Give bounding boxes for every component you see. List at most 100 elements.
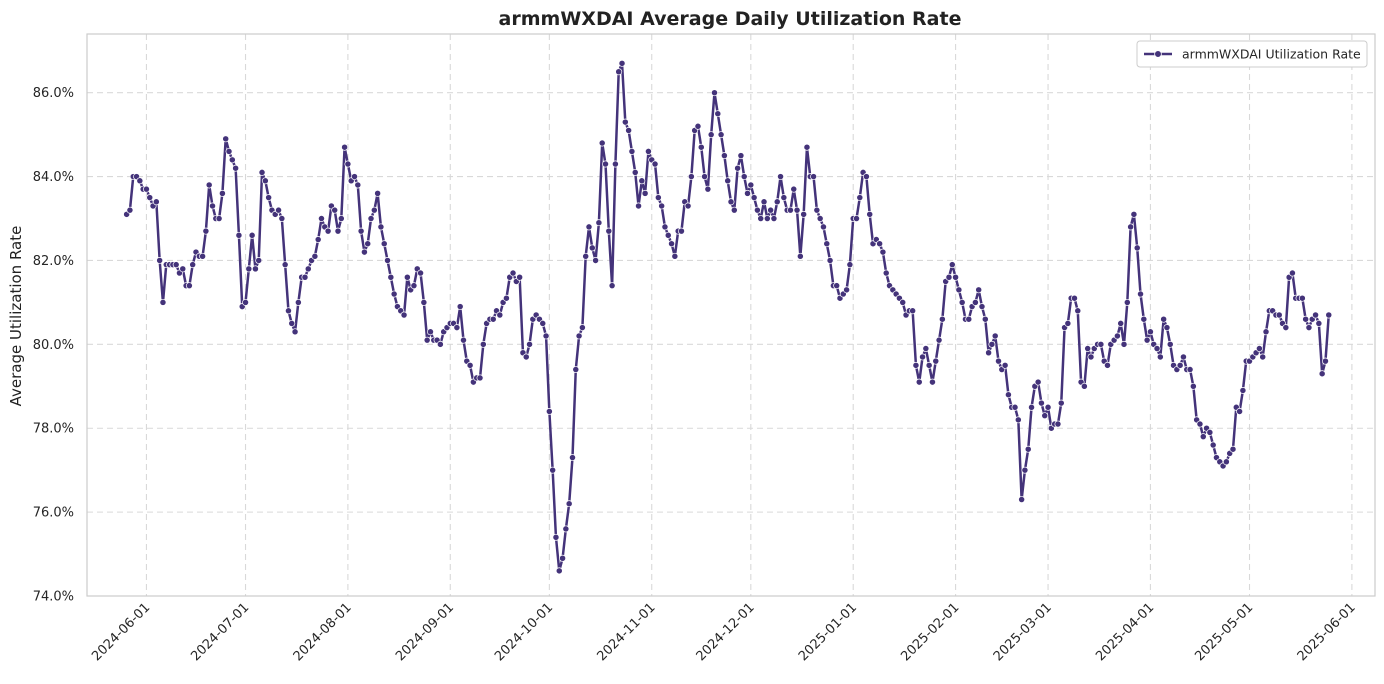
- data-point: [714, 110, 722, 118]
- data-point: [862, 173, 870, 181]
- data-point: [1318, 370, 1326, 378]
- data-point: [496, 311, 504, 319]
- data-point: [975, 286, 983, 294]
- data-point: [585, 223, 593, 231]
- data-point: [136, 177, 144, 185]
- data-point: [744, 189, 751, 197]
- data-point: [146, 194, 154, 202]
- data-point: [915, 378, 923, 386]
- data-point: [747, 181, 755, 189]
- data-point: [251, 265, 259, 273]
- data-point: [952, 273, 960, 281]
- y-tick-label: 74.0%: [33, 590, 74, 605]
- data-point: [734, 164, 742, 172]
- data-point: [592, 257, 600, 264]
- data-point: [1044, 403, 1052, 411]
- data-point: [1206, 428, 1214, 436]
- data-point: [1153, 345, 1161, 352]
- data-point: [1054, 420, 1062, 428]
- data-point: [304, 265, 312, 273]
- grid: [87, 34, 1375, 597]
- y-tick-label: 86.0%: [33, 86, 74, 101]
- data-point: [314, 236, 322, 243]
- y-axis-label: Average Utilization Rate: [7, 226, 25, 407]
- y-tick-label: 76.0%: [33, 506, 74, 521]
- data-point: [1014, 416, 1022, 424]
- data-point: [360, 248, 368, 256]
- data-point: [1120, 340, 1128, 348]
- data-point: [1199, 433, 1207, 441]
- data-point: [1140, 315, 1148, 323]
- data-point: [1186, 366, 1194, 373]
- y-axis-ticks: 74.0% 76.0% 78.0% 80.0% 82.0% 84.0% 86.0%: [33, 86, 74, 604]
- data-point: [555, 567, 563, 575]
- data-point: [694, 122, 702, 130]
- data-point: [1196, 420, 1204, 428]
- data-point: [235, 231, 243, 239]
- series-layer: [123, 59, 1333, 575]
- data-point: [588, 244, 596, 252]
- data-point: [410, 282, 418, 290]
- data-point: [938, 315, 946, 323]
- data-point: [853, 215, 860, 222]
- data-point: [816, 215, 824, 222]
- data-point: [618, 59, 626, 67]
- data-point: [337, 215, 345, 222]
- y-tick-label: 84.0%: [33, 170, 74, 185]
- data-point: [1018, 496, 1026, 503]
- data-point: [1160, 315, 1168, 323]
- data-point: [152, 198, 160, 206]
- data-point: [1104, 361, 1111, 369]
- data-point: [225, 147, 233, 155]
- data-point: [1074, 307, 1082, 315]
- data-point: [1097, 340, 1105, 348]
- data-point: [248, 231, 256, 239]
- data-point: [658, 202, 666, 210]
- data-point: [919, 353, 927, 361]
- data-point: [318, 215, 325, 222]
- data-point: [790, 185, 798, 193]
- data-point: [1080, 382, 1088, 390]
- data-point: [341, 143, 349, 151]
- data-point: [331, 206, 339, 214]
- data-point: [978, 303, 986, 311]
- data-point: [1143, 336, 1151, 344]
- data-point: [559, 554, 567, 562]
- data-point: [1222, 458, 1230, 466]
- data-point: [364, 240, 372, 248]
- data-point: [684, 202, 692, 210]
- data-point: [509, 269, 517, 277]
- data-point: [654, 194, 662, 202]
- data-point: [367, 215, 375, 222]
- data-point: [985, 349, 993, 357]
- data-point: [945, 273, 953, 281]
- data-point: [958, 298, 966, 306]
- data-point: [502, 294, 510, 302]
- data-point: [278, 215, 286, 222]
- data-point: [717, 131, 725, 139]
- data-point: [159, 298, 167, 306]
- data-point: [1315, 319, 1323, 327]
- data-point: [644, 147, 652, 155]
- data-point: [456, 303, 464, 311]
- data-point: [199, 252, 207, 260]
- data-point: [628, 147, 636, 155]
- data-point: [156, 257, 164, 264]
- data-point: [1004, 391, 1012, 399]
- data-point: [925, 361, 933, 369]
- data-point: [1275, 311, 1283, 319]
- data-point: [763, 215, 771, 222]
- data-point: [800, 210, 808, 218]
- data-point: [635, 202, 642, 210]
- data-point: [453, 324, 461, 332]
- data-point: [1028, 403, 1035, 411]
- data-point: [988, 340, 996, 348]
- legend: armmWXDAI Utilization Rate: [1136, 40, 1368, 68]
- legend-marker-swatch: [1154, 50, 1162, 58]
- data-point: [185, 282, 193, 290]
- data-point: [707, 131, 715, 139]
- data-point: [403, 273, 411, 281]
- data-point: [625, 127, 633, 134]
- data-point: [611, 160, 619, 168]
